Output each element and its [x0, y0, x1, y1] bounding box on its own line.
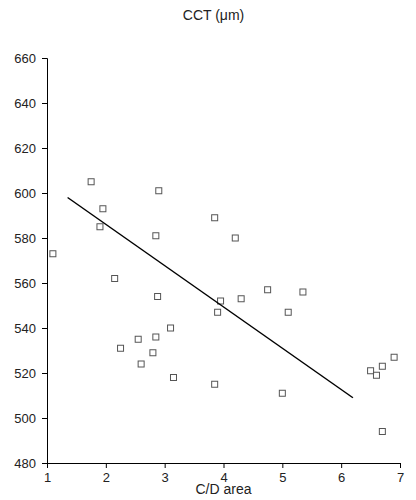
- point: [238, 296, 244, 302]
- y-tick: 480: [14, 456, 47, 471]
- x-tick: 7: [397, 463, 404, 485]
- y-tick: 640: [14, 96, 47, 111]
- y-tick: 620: [14, 141, 47, 156]
- y-tick-mark: [42, 103, 47, 104]
- x-tick-mark: [106, 463, 107, 468]
- point: [168, 325, 174, 331]
- x-tick-label: 1: [44, 470, 51, 485]
- x-tick-mark: [224, 463, 225, 468]
- y-tick-mark: [42, 283, 47, 284]
- point: [150, 350, 156, 356]
- trend-line: [68, 198, 353, 398]
- point: [300, 289, 306, 295]
- x-tick: 1: [44, 463, 51, 485]
- x-tick-label: 3: [162, 470, 169, 485]
- point: [368, 368, 374, 374]
- y-tick: 520: [14, 366, 47, 381]
- y-axis-line: [42, 59, 48, 464]
- y-tick-label: 620: [14, 141, 36, 156]
- point: [135, 336, 141, 342]
- x-axis-title: C/D area: [195, 481, 251, 497]
- y-tick-mark: [42, 148, 47, 149]
- point: [285, 309, 291, 315]
- x-axis-line: [48, 464, 401, 469]
- y-tick-mark: [42, 193, 47, 194]
- point: [391, 354, 397, 360]
- point: [232, 235, 238, 241]
- point: [155, 294, 161, 300]
- point: [156, 188, 162, 194]
- x-tick-mark: [165, 463, 166, 468]
- data-layer: [50, 179, 397, 435]
- point: [279, 390, 285, 396]
- x-tick-label: 2: [103, 470, 110, 485]
- y-tick-mark: [42, 463, 47, 464]
- point: [112, 276, 118, 282]
- y-tick-mark: [42, 373, 47, 374]
- y-tick: 660: [14, 51, 47, 66]
- y-tick-label: 560: [14, 276, 36, 291]
- point: [88, 179, 94, 185]
- x-tick: 3: [162, 463, 169, 485]
- x-tick-mark: [341, 463, 342, 468]
- y-tick: 560: [14, 276, 47, 291]
- x-tick: 5: [279, 463, 286, 485]
- point: [373, 372, 379, 378]
- y-tick-mark: [42, 328, 47, 329]
- x-tick-mark: [400, 463, 401, 468]
- x-tick-label: 5: [279, 470, 286, 485]
- point: [100, 206, 106, 212]
- y-axis: 480 500 520 540 560 580 600 620 640 660: [14, 51, 47, 471]
- y-tick-label: 640: [14, 96, 36, 111]
- point: [212, 215, 218, 221]
- y-tick-label: 600: [14, 186, 36, 201]
- x-tick: 2: [103, 463, 110, 485]
- point: [265, 287, 271, 293]
- y-tick-mark: [42, 238, 47, 239]
- y-tick-label: 500: [14, 411, 36, 426]
- point: [153, 334, 159, 340]
- point: [138, 361, 144, 367]
- point: [153, 233, 159, 239]
- y-tick-mark: [42, 58, 47, 59]
- y-tick-label: 540: [14, 321, 36, 336]
- chart: 4805005205405605806006206406601234567CCT…: [0, 0, 416, 500]
- y-tick-label: 520: [14, 366, 36, 381]
- x-tick-mark: [47, 463, 48, 468]
- y-tick-label: 660: [14, 51, 36, 66]
- plot-area: 4805005205405605806006206406601234567: [14, 51, 404, 486]
- point: [170, 375, 176, 381]
- point: [212, 381, 218, 387]
- point: [118, 345, 124, 351]
- y-tick-mark: [42, 418, 47, 419]
- y-tick-label: 580: [14, 231, 36, 246]
- x-tick-mark: [282, 463, 283, 468]
- point: [215, 309, 221, 315]
- y-tick-label: 480: [14, 456, 36, 471]
- point: [379, 429, 385, 435]
- x-tick-label: 7: [397, 470, 404, 485]
- y-tick: 500: [14, 411, 47, 426]
- point: [50, 251, 56, 257]
- x-tick-label: 6: [338, 470, 345, 485]
- x-tick: 6: [338, 463, 345, 485]
- y-tick: 540: [14, 321, 47, 336]
- y-tick: 580: [14, 231, 47, 246]
- y-tick: 600: [14, 186, 47, 201]
- point: [379, 363, 385, 369]
- y-axis-title: CCT (μm): [183, 7, 244, 23]
- point: [97, 224, 103, 230]
